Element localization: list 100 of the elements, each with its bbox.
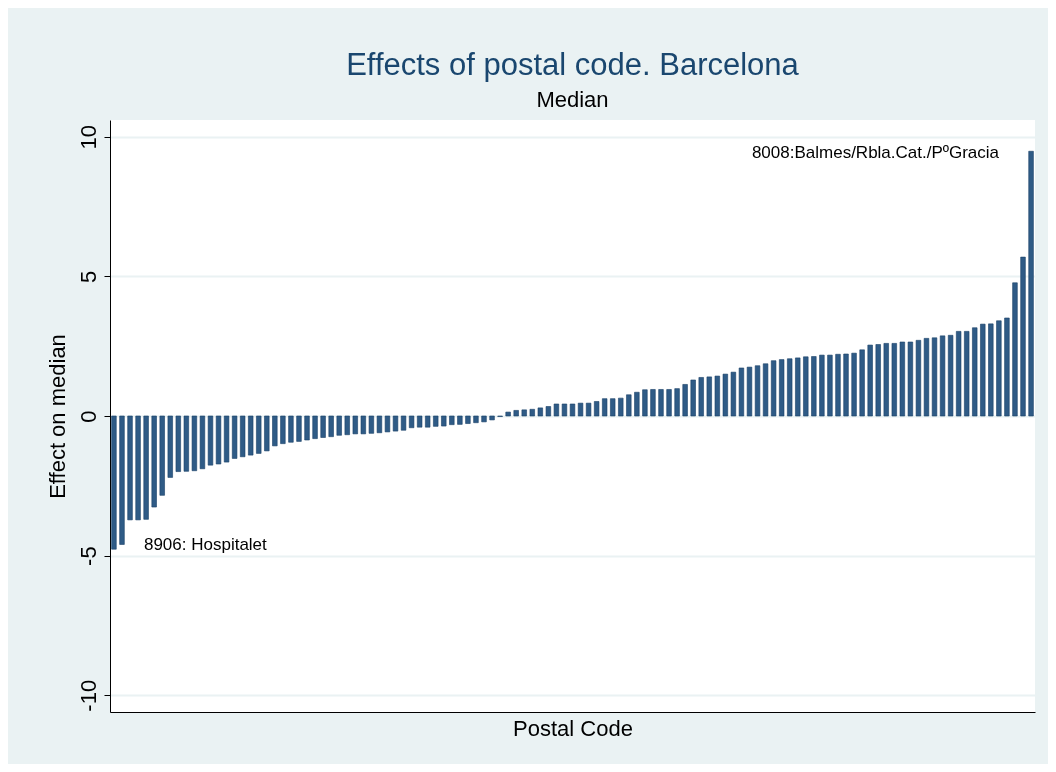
bar [650,389,656,417]
bar [996,320,1002,417]
bar [618,397,624,417]
bar [843,353,849,417]
bar [231,415,238,459]
bar [1020,256,1026,417]
bar [610,398,616,417]
bar [425,415,431,428]
bar [738,367,745,417]
bar [980,323,986,417]
bar [972,327,978,417]
bar [626,394,632,417]
bar [819,354,825,417]
bar [827,354,833,417]
y-tick-label: -10 [75,679,101,712]
bar [368,415,375,434]
bar [360,415,366,435]
bar [320,415,326,438]
bar [851,352,857,417]
bar [489,415,495,421]
y-axis-title: Effect on median [44,334,70,499]
bar [658,389,664,417]
bar [602,398,608,417]
bar [939,335,946,417]
chart-title: Effects of postal code. Barcelona [346,47,800,82]
bar [803,356,809,417]
y-tick-label: 5 [75,270,101,283]
bar [199,415,206,470]
bar [280,415,286,444]
bar [384,415,391,433]
bar [545,406,551,417]
bar [1012,282,1018,417]
bar [875,344,881,417]
bar [151,415,157,508]
bar [787,358,793,417]
bar [779,359,785,417]
bar [585,402,592,417]
bar [883,343,889,417]
bar [191,415,198,472]
x-axis-title: Postal Code [513,715,633,741]
bar [457,415,463,425]
bar [964,331,970,417]
bar [288,415,294,443]
bar [376,415,383,434]
bar [762,363,769,417]
bar [304,415,310,441]
bar [408,415,415,429]
bar [159,415,165,496]
bar [577,402,584,417]
bar [1004,317,1010,417]
bar [594,401,600,417]
bar [690,379,696,417]
bar [127,415,133,521]
bar [175,415,181,472]
bar [891,343,897,417]
bar [417,415,423,428]
bar [947,335,954,417]
bar [433,415,439,427]
bar [183,415,189,472]
bar [392,415,399,432]
bar [135,415,141,521]
bar [336,415,342,436]
bar [505,411,511,417]
bar [642,389,648,417]
bar [119,415,125,545]
bar [867,344,873,417]
bar [746,366,753,417]
bar [634,391,640,417]
bar [240,415,246,458]
chart-subtitle: Median [536,87,609,112]
bar [923,338,930,417]
bar [666,389,672,417]
bar [513,410,519,417]
bar [223,415,230,463]
bar [207,415,214,466]
bar [215,415,222,465]
bar [811,356,817,417]
bar [682,384,688,417]
bar [352,415,358,435]
bar [698,377,704,417]
bar [1028,150,1034,417]
bar [481,415,487,423]
bar [907,341,914,417]
bar [835,353,841,417]
bar [465,415,471,424]
bar [296,415,302,442]
bar [915,340,922,417]
bar [754,365,761,417]
bar [899,341,905,417]
bar [537,407,543,417]
bar [328,415,334,437]
bar [473,415,479,423]
bar [400,415,407,431]
bar [569,403,576,417]
annotation: 8008:Balmes/Rbla.Cat./PºGracia [751,143,1000,163]
bar [111,415,117,550]
bar [256,415,262,454]
bar [529,409,535,417]
y-tick-label: 0 [75,410,101,423]
y-tick-label: -5 [75,546,101,566]
